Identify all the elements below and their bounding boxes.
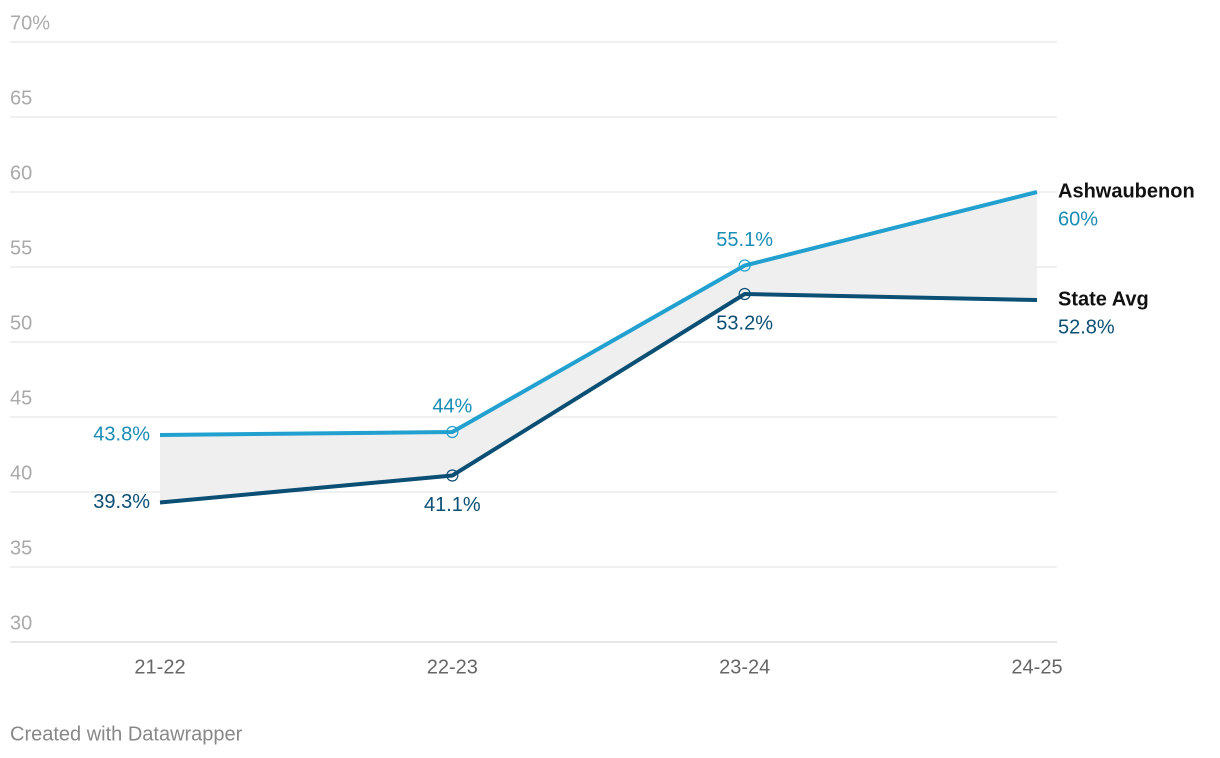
point-marker bbox=[446, 469, 459, 482]
y-tick-label: 55 bbox=[10, 237, 32, 259]
footer: Created with Datawrapper bbox=[10, 723, 243, 745]
value-label: 43.8% bbox=[93, 423, 150, 445]
point-marker bbox=[446, 425, 459, 439]
value-label: 41.1% bbox=[424, 494, 481, 516]
point-marker bbox=[738, 259, 751, 272]
value-label: 39.3% bbox=[93, 491, 150, 513]
line bbox=[159, 190, 1038, 437]
y-tick-label: 65 bbox=[10, 87, 32, 109]
value-label: 53.2% bbox=[716, 312, 773, 334]
y-tick-label: 30 bbox=[10, 612, 32, 634]
y-tick-label: 70% bbox=[10, 12, 50, 34]
value-label: 44% bbox=[432, 395, 472, 417]
y-tick-label: 40 bbox=[10, 462, 32, 484]
series-label: Ashwaubenon bbox=[1058, 180, 1195, 202]
y-tick-label: 50 bbox=[10, 312, 32, 334]
value-label: 55.1% bbox=[716, 229, 773, 251]
x-tick-label: 23-24 bbox=[719, 656, 770, 678]
y-tick-label: 35 bbox=[10, 537, 32, 559]
x-tick-label: 24-25 bbox=[1011, 656, 1062, 678]
x-tick-label: 22-23 bbox=[427, 656, 478, 678]
line bbox=[159, 291, 1038, 505]
point-marker bbox=[738, 287, 751, 301]
x-tick-label: 21-22 bbox=[134, 656, 185, 678]
fill-between bbox=[160, 192, 1037, 503]
y-tick-label: 60 bbox=[10, 162, 32, 184]
series-label: State Avg bbox=[1058, 288, 1149, 310]
y-tick-label: 45 bbox=[10, 387, 32, 409]
value-label: 60% bbox=[1058, 208, 1098, 230]
value-label: 52.8% bbox=[1058, 316, 1115, 338]
